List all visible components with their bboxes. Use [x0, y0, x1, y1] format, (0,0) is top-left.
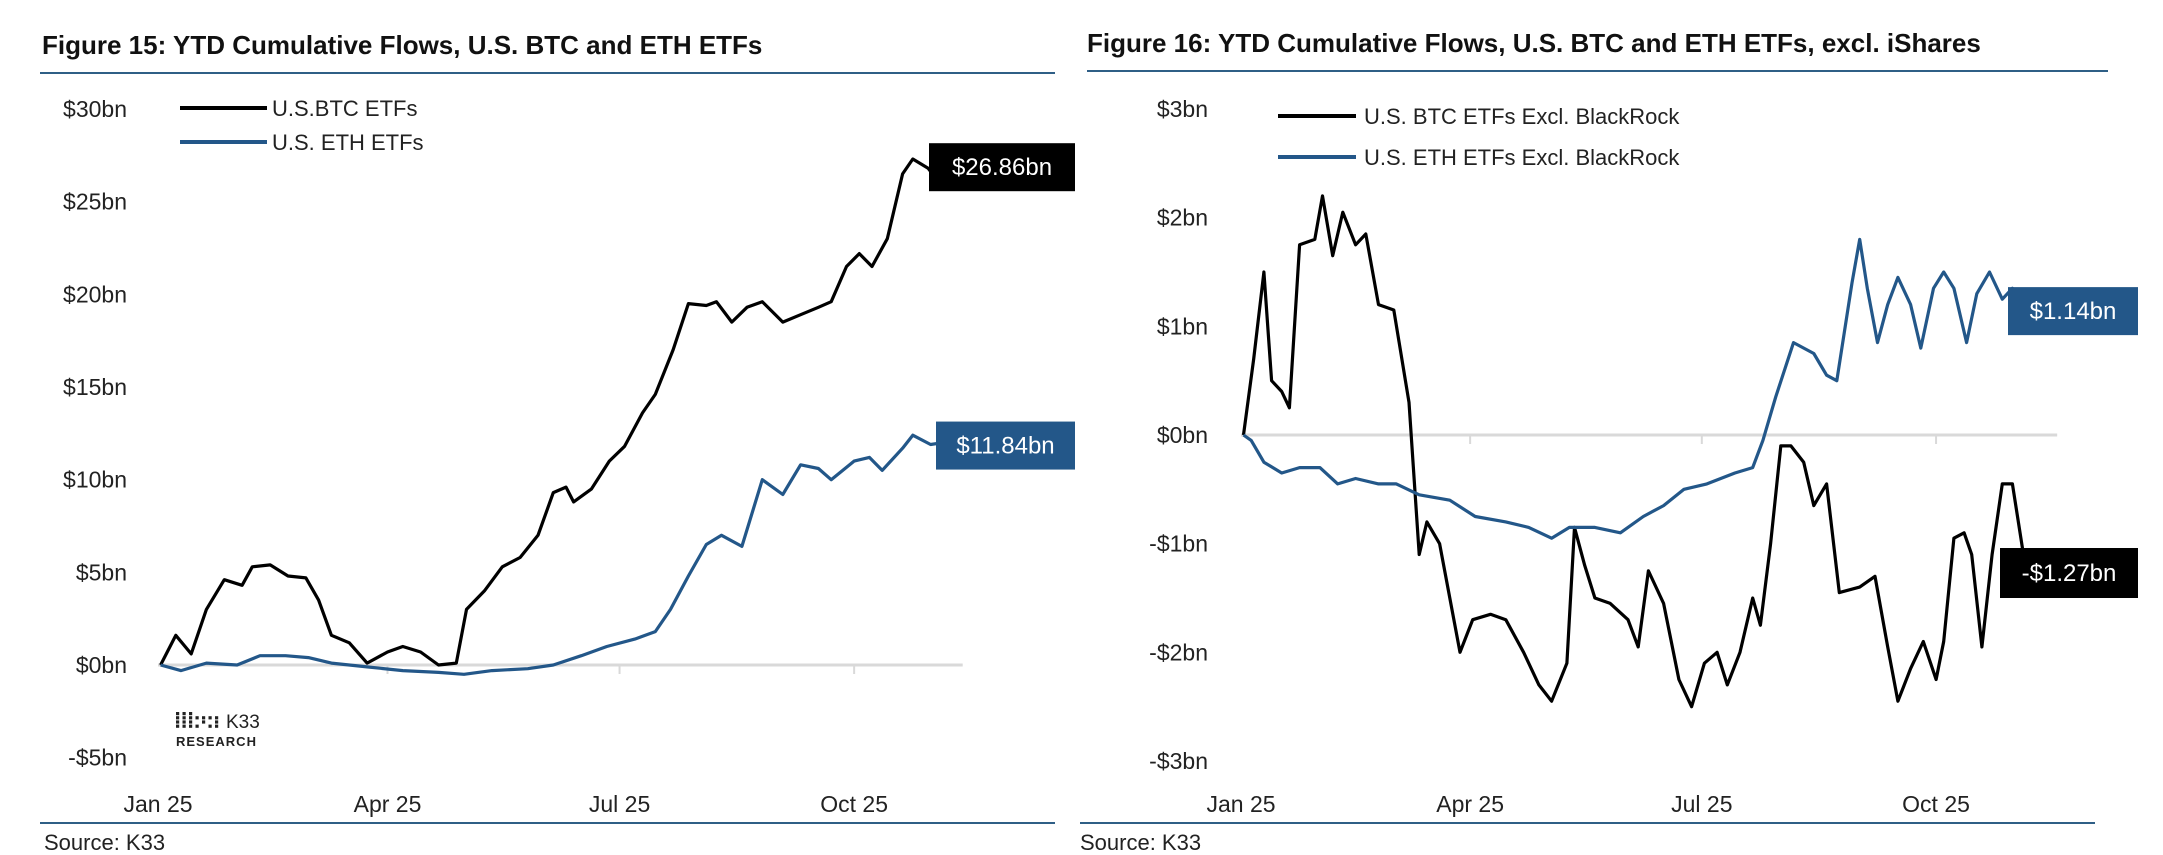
- figure-16-title: Figure 16: YTD Cumulative Flows, U.S. BT…: [1087, 28, 1981, 58]
- end-value-label: $11.84bn: [956, 433, 1054, 460]
- x-tick-label: Apr 25: [354, 791, 422, 817]
- y-tick-label: $0bn: [76, 652, 127, 678]
- y-tick-label: $5bn: [76, 559, 127, 585]
- end-value-label: $26.86bn: [952, 154, 1052, 181]
- x-tick-label: Jul 25: [589, 791, 650, 817]
- source-note: Source: K33: [44, 830, 165, 855]
- logo-mark: K33: [226, 712, 260, 733]
- series-line-btc: [1241, 194, 2055, 709]
- x-tick-label: Oct 25: [1902, 791, 1970, 817]
- series-line-btc: [159, 157, 960, 667]
- end-value-box: [936, 421, 1075, 470]
- figure-16: Figure 16: YTD Cumulative Flows, U.S. BT…: [1080, 28, 2138, 855]
- k33-research-logo: K33 RESEARCH: [176, 712, 260, 749]
- figure-15-title: Figure 15: YTD Cumulative Flows, U.S. BT…: [42, 30, 762, 60]
- series-line-eth: [1242, 237, 2054, 540]
- figure-15: Figure 15: YTD Cumulative Flows, U.S. BT…: [40, 30, 1075, 855]
- y-tick-label: $10bn: [63, 467, 127, 493]
- x-tick-label: Apr 25: [1436, 791, 1504, 817]
- y-tick-label: -$3bn: [1149, 748, 1208, 774]
- end-value-label: $1.14bn: [2030, 298, 2117, 325]
- logo-dot-grid-icon: [176, 712, 219, 728]
- y-tick-label: -$5bn: [68, 745, 127, 771]
- source-note: Source: K33: [1080, 830, 1201, 855]
- legend-label: U.S. BTC ETFs Excl. BlackRock: [1364, 104, 1680, 129]
- x-tick-label: Oct 25: [820, 791, 888, 817]
- x-tick-label: Jul 25: [1671, 791, 1732, 817]
- end-value-label: -$1.27bn: [2022, 560, 2117, 587]
- series-line-eth: [160, 433, 960, 676]
- y-tick-label: -$1bn: [1149, 531, 1208, 557]
- x-tick-label: Jan 25: [1206, 791, 1275, 817]
- legend-label: U.S. ETH ETFs Excl. BlackRock: [1364, 145, 1680, 170]
- y-tick-label: $0bn: [1157, 422, 1208, 448]
- y-tick-label: -$2bn: [1149, 639, 1208, 665]
- legend-label: U.S.BTC ETFs: [272, 96, 417, 121]
- y-tick-label: $3bn: [1157, 96, 1208, 122]
- y-tick-label: $15bn: [63, 374, 127, 400]
- y-tick-label: $1bn: [1157, 313, 1208, 339]
- end-value-box: [929, 143, 1075, 192]
- logo-sub: RESEARCH: [176, 734, 257, 749]
- y-tick-label: $25bn: [63, 189, 127, 215]
- end-value-box: [2008, 287, 2138, 336]
- x-tick-label: Jan 25: [123, 791, 192, 817]
- y-tick-label: $2bn: [1157, 205, 1208, 231]
- y-tick-label: $20bn: [63, 281, 127, 307]
- end-value-box: [2000, 548, 2138, 599]
- y-tick-label: $30bn: [63, 96, 127, 122]
- legend-label: U.S. ETH ETFs: [272, 130, 424, 155]
